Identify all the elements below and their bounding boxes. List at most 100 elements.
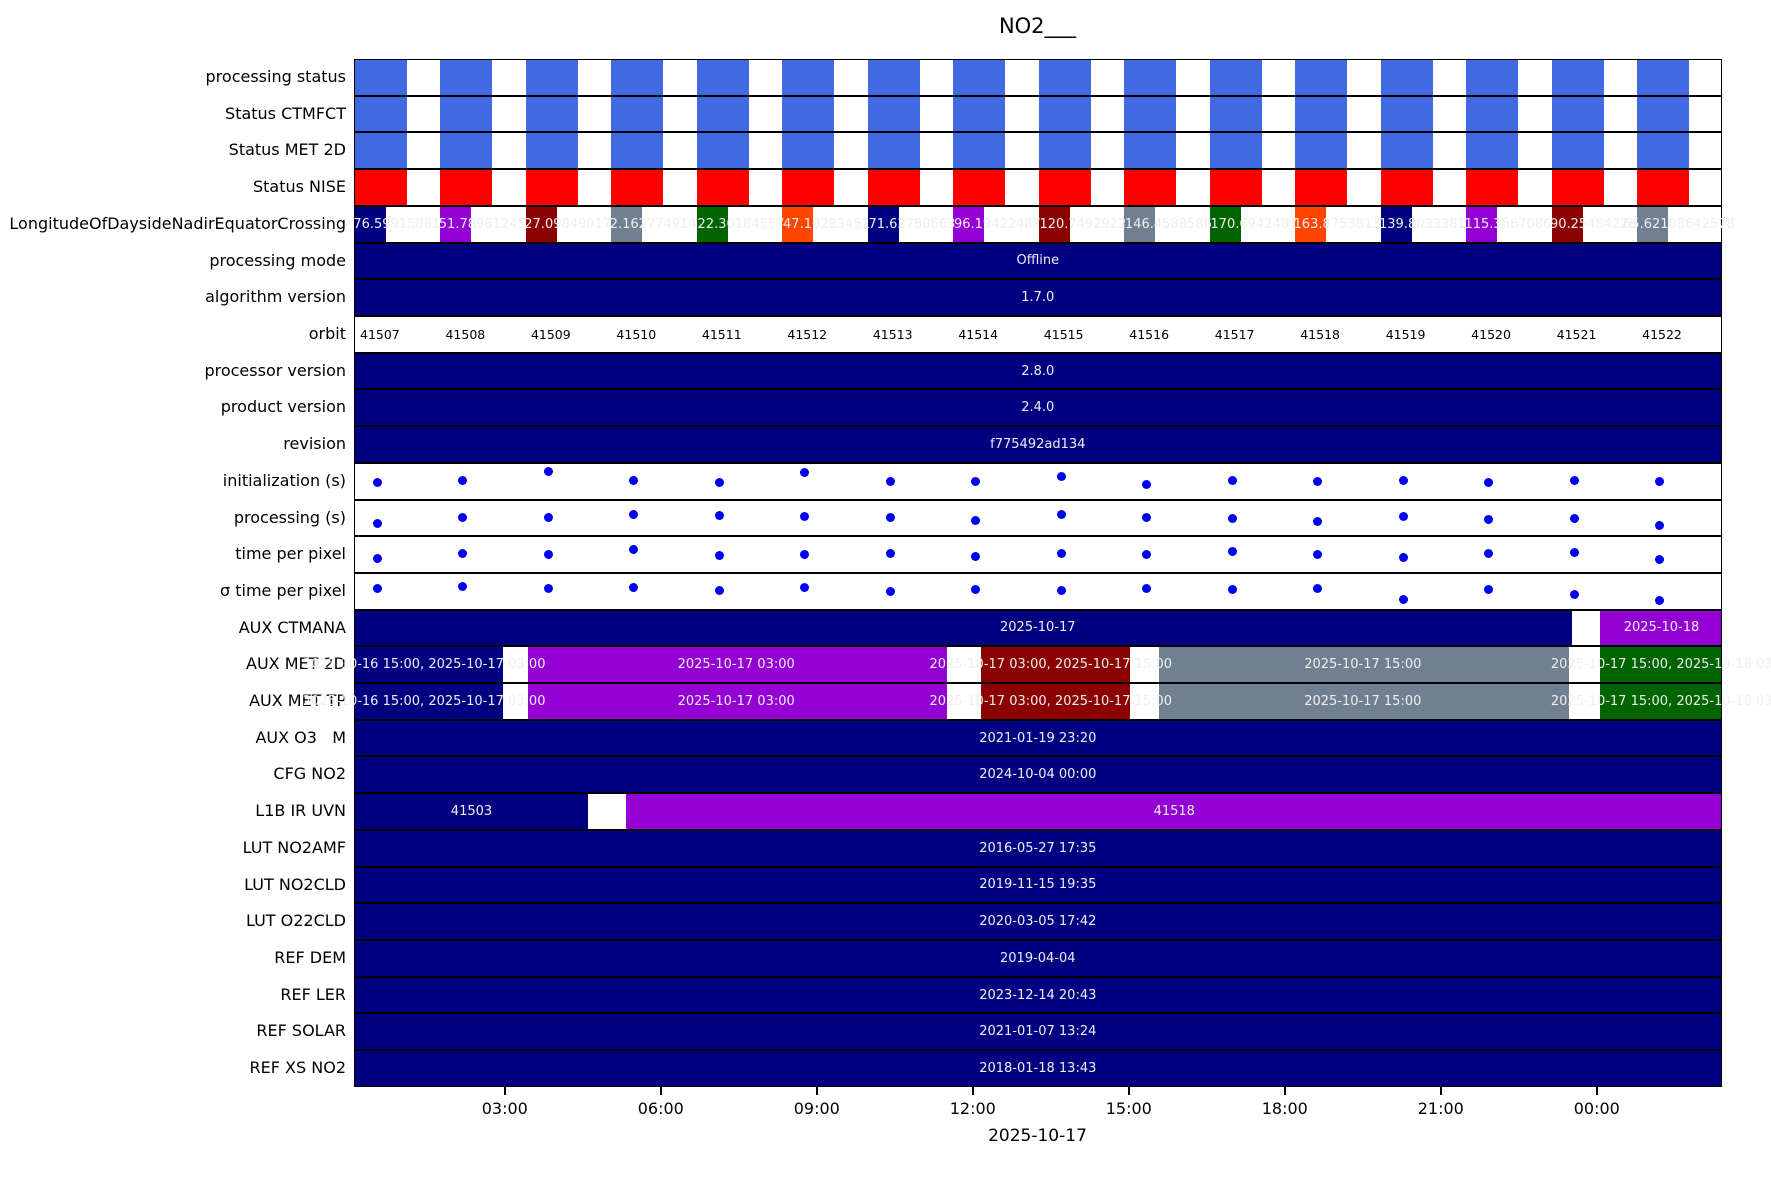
scatter-dot	[1313, 517, 1323, 527]
row-label-orbit: orbit	[308, 323, 346, 343]
scatter-dot	[1056, 510, 1066, 520]
row-full_bar: 2.4.0	[354, 389, 1722, 427]
status-bar	[1637, 170, 1690, 205]
row-label-revision: revision	[283, 434, 346, 454]
longitude-value: 27.09849017	[524, 216, 612, 232]
orbit-number: 41521	[1556, 326, 1597, 342]
time-segment	[355, 684, 504, 719]
row-full_bar: 2020-03-05 17:42	[354, 903, 1722, 941]
status-bar	[1209, 170, 1262, 205]
scatter-dot	[373, 478, 382, 488]
status-bar	[953, 133, 1006, 169]
status-bar	[696, 170, 749, 205]
scatter-dot	[1142, 479, 1152, 489]
segment-value: 2025-10-18	[1623, 620, 1700, 636]
segment-value: 2025-10-17 03:00, 2025-10-17 15:00	[929, 693, 1173, 709]
status-bar	[782, 96, 835, 132]
status-bar	[611, 60, 664, 95]
segment-value: 2025-10-16 15:00, 2025-10-17 03:00	[302, 657, 546, 673]
longitude-value: 76.59915881	[353, 216, 441, 232]
scatter-dot	[714, 511, 724, 521]
row-value: 2021-01-19 23:20	[979, 730, 1097, 746]
longitude-value: 65.62108642578	[1623, 216, 1735, 232]
row-orbit_bars	[354, 59, 1722, 96]
row-label-processing-s-: processing (s)	[233, 507, 346, 527]
row-label-processing-mode: processing mode	[209, 250, 346, 270]
row-label-status-met-2d: Status MET 2D	[228, 140, 346, 160]
orbit-number: 41513	[872, 326, 913, 342]
scatter-dot	[629, 476, 639, 486]
row-label-aux-met-tp: AUX MET TP	[249, 691, 346, 711]
scatter-dot	[543, 549, 553, 559]
longitude-value: -96.19422487	[949, 216, 1041, 232]
scatter-dot	[373, 554, 382, 564]
scatter-dot	[1484, 514, 1494, 524]
status-bar	[1295, 60, 1348, 95]
scatter-dot	[800, 512, 810, 522]
row-full_bar: 2023-12-14 20:43	[354, 976, 1722, 1014]
row-label-lut-no2amf: LUT NO2AMF	[242, 837, 346, 857]
x-tick-label: 18:00	[1261, 1098, 1308, 1118]
status-bar	[440, 133, 493, 169]
longitude-bar	[1124, 206, 1156, 242]
time-segment	[981, 647, 1130, 683]
row-label-status-nise: Status NISE	[252, 177, 346, 197]
status-bar	[1551, 96, 1604, 132]
status-bar	[1038, 170, 1091, 205]
status-bar	[1209, 96, 1262, 132]
status-bar	[1124, 60, 1177, 95]
row-scatter	[354, 536, 1722, 573]
scatter-dot	[543, 513, 553, 523]
status-bar	[1637, 133, 1690, 169]
status-bar	[867, 60, 920, 95]
status-bar	[1380, 60, 1433, 95]
longitude-bar	[696, 206, 728, 242]
row-value: 2020-03-05 17:42	[979, 914, 1097, 930]
status-bar	[953, 60, 1006, 95]
status-bar	[1466, 133, 1519, 169]
scatter-dot	[1142, 512, 1152, 522]
scatter-dot	[714, 585, 724, 595]
longitude-value: 90.25484226	[1549, 216, 1637, 232]
scatter-dot	[1655, 476, 1665, 486]
orbit-number: 41512	[787, 326, 828, 342]
status-bar	[1124, 133, 1177, 169]
scatter-dot	[1056, 549, 1066, 559]
scatter-dot	[800, 582, 810, 592]
x-tick-label: 00:00	[1573, 1098, 1620, 1118]
status-bar	[355, 170, 407, 205]
status-bar	[696, 96, 749, 132]
orbit-number: 41522	[1642, 326, 1682, 342]
scatter-dot	[714, 551, 724, 561]
time-segment	[355, 647, 504, 683]
longitude-bar	[1466, 206, 1498, 242]
row-full_bar: 2018-01-18 13:43	[354, 1050, 1722, 1087]
x-tick-mark	[815, 1086, 818, 1095]
orbit-number: 41508	[445, 326, 486, 342]
scatter-dot	[885, 476, 895, 486]
row-value: 2018-01-18 13:43	[979, 1061, 1097, 1076]
time-segment	[355, 610, 1572, 646]
x-tick-mark	[659, 1086, 662, 1095]
scatter-dot	[629, 545, 639, 555]
row-label-ref-solar: REF SOLAR	[256, 1021, 346, 1041]
status-bar	[1295, 133, 1348, 169]
chart-title: NO2___	[998, 14, 1077, 38]
status-bar	[867, 133, 920, 169]
longitude-bar	[440, 206, 472, 242]
status-bar	[782, 170, 835, 205]
row-label-product-version: product version	[220, 397, 346, 417]
segment-value: 2025-10-17 03:00	[677, 657, 795, 673]
row-label-processing-status: processing status	[205, 67, 346, 86]
row-label-aux-met-2d: AUX MET 2D	[246, 654, 346, 674]
status-bar	[696, 133, 749, 169]
orbit-number: 41511	[701, 326, 742, 342]
x-tick-label: 09:00	[793, 1098, 840, 1118]
scatter-dot	[1655, 520, 1665, 530]
status-bar	[1295, 170, 1348, 205]
segment-value: 2025-10-17 15:00	[1304, 693, 1422, 709]
scatter-dot	[373, 583, 382, 593]
scatter-dot	[629, 509, 639, 519]
time-segment	[528, 684, 947, 719]
